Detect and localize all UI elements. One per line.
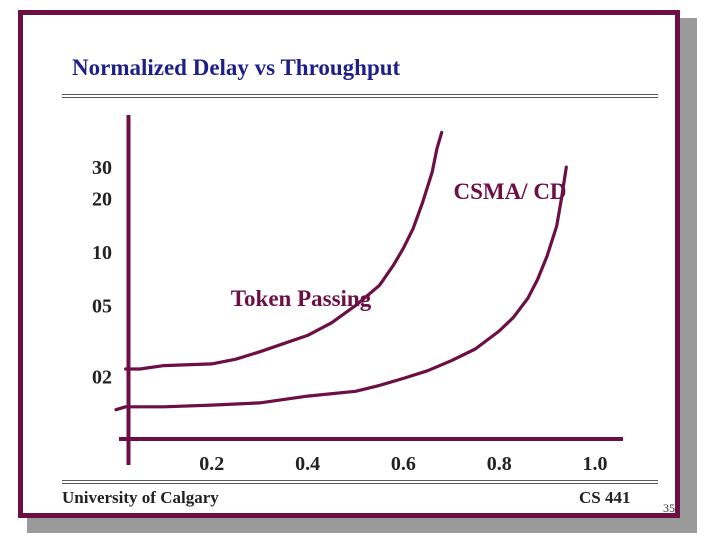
y-tick-labels: 02 05 10 20 30	[92, 157, 112, 388]
series-label-csma-cd: CSMA/ CD	[453, 179, 566, 204]
title-rule-bottom	[62, 97, 658, 98]
y-tick-label: 05	[92, 296, 112, 318]
x-tick-label: 1.0	[583, 453, 608, 475]
series-labels: Token Passing CSMA/ CD	[231, 179, 567, 311]
y-tick-label: 20	[92, 188, 112, 210]
series-lines	[114, 130, 568, 412]
x-tick-label: 0.8	[487, 453, 512, 475]
footer-institution: University of Calgary	[62, 488, 219, 507]
series-line-token-passing	[123, 130, 444, 371]
x-tick-label: 0.2	[199, 453, 224, 475]
page-number: 35	[663, 501, 675, 515]
y-tick-label: 02	[92, 366, 112, 388]
series-line-csma-cd	[114, 165, 568, 412]
x-tick-label: 0.6	[391, 453, 416, 475]
series-label-token-passing: Token Passing	[231, 286, 372, 311]
footer-rule-top	[62, 480, 658, 481]
y-tick-label: 30	[92, 157, 112, 179]
y-tick-label: 10	[92, 242, 112, 264]
footer-rule-bottom	[62, 483, 658, 484]
footer-course: CS 441	[579, 488, 631, 507]
x-tick-labels: 0.2 0.4 0.6 0.8 1.0	[199, 453, 607, 475]
slide-title: Normalized Delay vs Throughput	[72, 55, 401, 80]
x-tick-label: 0.4	[295, 453, 320, 475]
title-rule-top	[62, 94, 658, 95]
